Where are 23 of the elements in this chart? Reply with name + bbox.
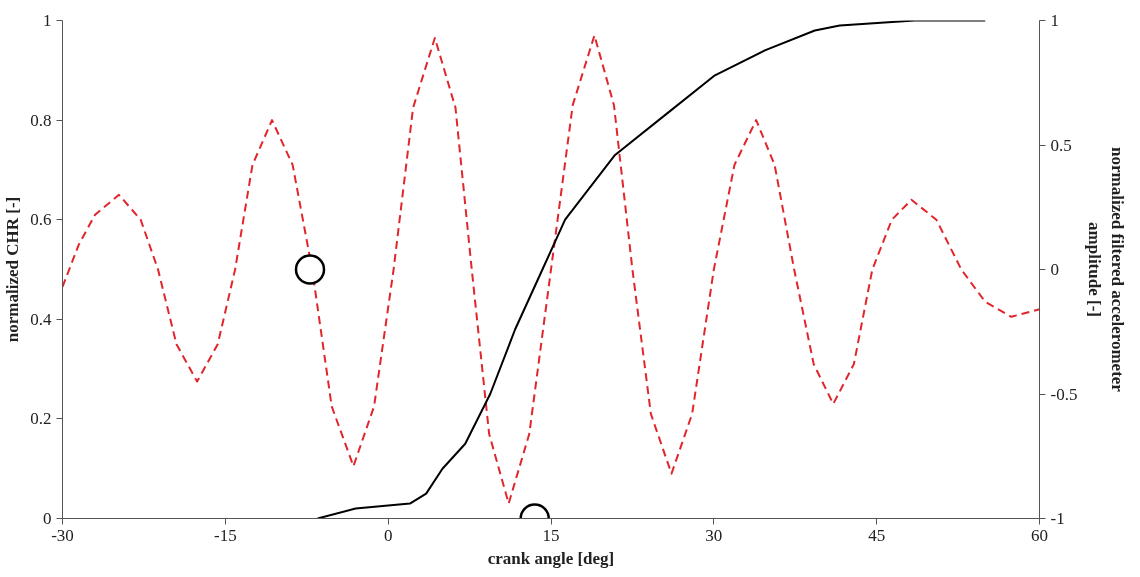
x-tick-label: 45 — [868, 525, 886, 545]
x-axis-title: crank angle [deg] — [487, 548, 615, 568]
y-tick-label: 1 — [43, 11, 52, 30]
y-tick-label: 0.6 — [30, 210, 52, 230]
y-axis-title: normalized CHR [-] — [3, 196, 23, 343]
line-series — [316, 20, 987, 519]
x-tick-label: 30 — [705, 525, 723, 545]
y2-tick-label: 0.5 — [1050, 135, 1072, 155]
y2-axis-title: normalized filtered accelerometer amplitude [-] — [1085, 147, 1128, 393]
y2-tick-label: 1 — [1050, 11, 1059, 30]
x-tick-label: 0 — [383, 525, 393, 545]
x-tick-label: 15 — [542, 525, 560, 545]
y2-tick-label: -0.5 — [1050, 384, 1078, 404]
x-tick-label: 60 — [1031, 525, 1048, 545]
y-tick-label: 0.4 — [30, 309, 52, 329]
y-tick-label: 0 — [43, 509, 52, 528]
y2-tick-label: -1 — [1050, 509, 1065, 528]
y-tick-label: 0.8 — [30, 110, 52, 130]
x-tick-label: -30 — [51, 525, 74, 545]
x-tick-label: -15 — [214, 525, 237, 545]
line-series — [62, 34, 1040, 505]
y-tick-label: 0.2 — [30, 409, 52, 429]
y2-tick-label: 0 — [1050, 260, 1059, 279]
